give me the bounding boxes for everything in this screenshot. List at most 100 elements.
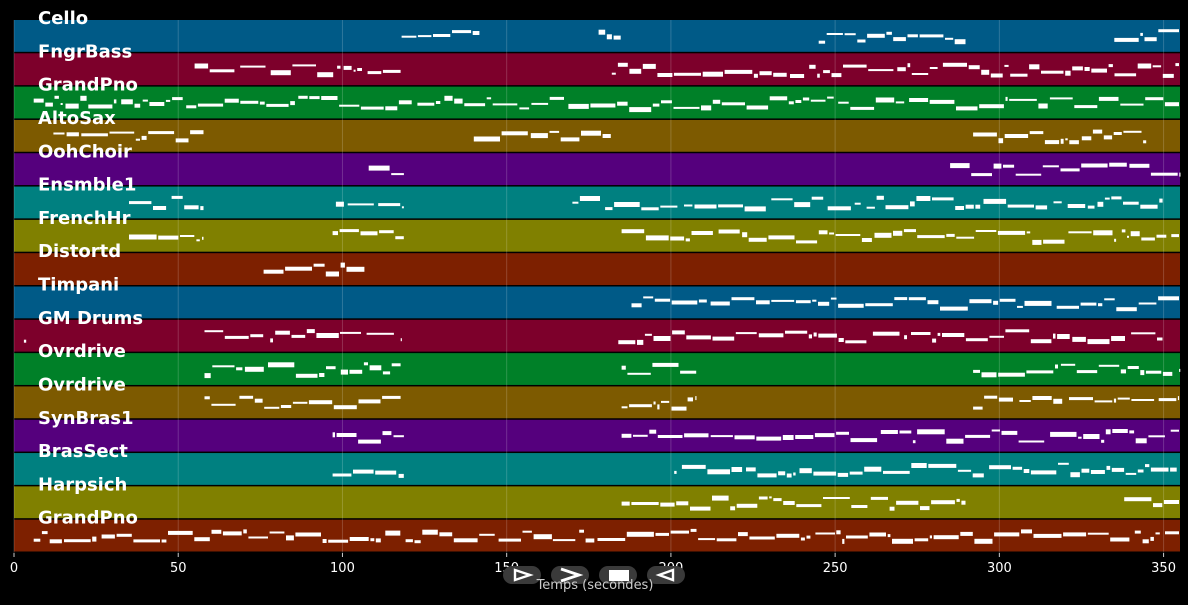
note: [378, 203, 401, 207]
note: [1170, 429, 1179, 432]
note: [1111, 336, 1125, 341]
track-label: GrandPno: [38, 508, 138, 529]
note: [676, 501, 689, 506]
note: [398, 100, 412, 105]
note: [180, 235, 195, 237]
note: [1004, 64, 1009, 67]
note: [1140, 370, 1145, 376]
note: [1087, 532, 1109, 535]
note: [758, 496, 768, 500]
track-lane: [14, 453, 1180, 485]
note: [973, 132, 997, 137]
track-lane: [14, 86, 1180, 119]
note: [950, 163, 970, 169]
track-lane: [14, 286, 1180, 319]
note: [1067, 204, 1086, 208]
track-lane: [14, 519, 1180, 552]
note: [414, 540, 421, 544]
note: [644, 333, 652, 336]
note: [857, 39, 866, 43]
note: [1065, 138, 1068, 141]
note: [984, 395, 998, 399]
note: [1152, 65, 1162, 68]
note: [385, 106, 398, 111]
track-label: BrasSect: [38, 441, 128, 462]
note: [1004, 134, 1029, 138]
note: [1017, 305, 1023, 308]
note: [757, 473, 777, 478]
note: [836, 530, 841, 535]
note: [809, 64, 816, 69]
note: [1150, 536, 1154, 541]
note: [818, 40, 826, 44]
note: [186, 105, 197, 109]
note: [920, 506, 930, 511]
note: [1162, 73, 1174, 78]
note: [1153, 503, 1163, 508]
note: [340, 262, 345, 268]
note: [1179, 172, 1181, 177]
note: [486, 97, 492, 100]
note: [1081, 163, 1108, 168]
note: [994, 532, 1020, 537]
note: [325, 271, 339, 277]
note: [239, 395, 254, 399]
note: [142, 99, 148, 102]
note: [395, 236, 404, 240]
note: [1164, 102, 1179, 107]
track-label: OohChoir: [38, 141, 132, 162]
note: [1131, 399, 1155, 401]
note: [626, 531, 654, 537]
note: [1030, 470, 1057, 475]
note: [671, 300, 698, 305]
note: [184, 205, 199, 210]
note: [621, 406, 628, 409]
note: [254, 398, 263, 403]
note: [654, 298, 671, 302]
note: [657, 404, 660, 410]
track-label: Ensmble1: [38, 175, 136, 196]
note: [653, 336, 671, 341]
note: [263, 269, 284, 274]
note: [332, 231, 338, 236]
note: [268, 362, 295, 368]
note: [1032, 396, 1052, 400]
note: [694, 204, 717, 209]
note: [771, 198, 793, 201]
note: [339, 229, 359, 233]
note: [786, 473, 792, 478]
note: [1158, 296, 1179, 301]
note: [973, 406, 983, 410]
note: [768, 235, 795, 240]
note: [899, 430, 912, 434]
note: [1163, 500, 1179, 504]
note: [1110, 537, 1130, 542]
note: [629, 107, 652, 113]
note: [1098, 96, 1119, 101]
note: [280, 405, 292, 408]
note: [204, 330, 224, 333]
note: [823, 70, 830, 74]
note: [795, 100, 802, 103]
note: [53, 132, 65, 135]
stop-button[interactable]: [599, 566, 637, 584]
note: [1116, 307, 1137, 312]
play-button[interactable]: [503, 566, 541, 584]
note: [530, 133, 548, 139]
note: [353, 469, 374, 474]
note: [998, 397, 1013, 402]
note: [158, 235, 179, 240]
track-label: FngrBass: [38, 41, 132, 62]
note: [1032, 239, 1042, 245]
note: [850, 438, 878, 443]
note: [1159, 198, 1163, 203]
note: [101, 534, 115, 539]
note: [316, 333, 339, 338]
forward-button[interactable]: [551, 566, 589, 584]
x-tick-label: 300: [987, 561, 1012, 576]
rewind-button[interactable]: [647, 566, 685, 584]
note: [360, 231, 378, 236]
note: [846, 535, 868, 539]
note: [889, 506, 895, 511]
note: [652, 103, 660, 107]
